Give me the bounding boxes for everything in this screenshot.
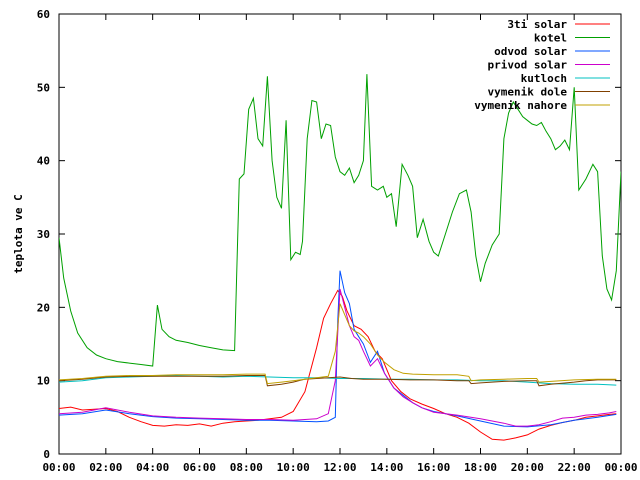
- legend-label: vymenik dole: [488, 86, 568, 99]
- y-tick-label: 20: [37, 301, 50, 314]
- y-tick-label: 30: [37, 228, 50, 241]
- legend-label: kotel: [534, 32, 567, 45]
- x-tick-label: 10:00: [277, 461, 310, 474]
- legend-label: 3ti solar: [507, 18, 567, 31]
- legend-label: vymenik nahore: [474, 99, 567, 112]
- series-line-5: [59, 375, 617, 387]
- legend-label: kutloch: [521, 72, 567, 85]
- y-tick-label: 0: [43, 448, 50, 461]
- x-tick-label: 12:00: [323, 461, 356, 474]
- series-line-6: [59, 303, 617, 385]
- x-tick-label: 04:00: [136, 461, 169, 474]
- x-tick-label: 00:00: [604, 461, 637, 474]
- x-tick-label: 06:00: [183, 461, 216, 474]
- x-tick-label: 22:00: [558, 461, 591, 474]
- y-axis-label: teplota ve C: [12, 194, 25, 273]
- y-tick-label: 60: [37, 8, 50, 21]
- series-lines: [59, 74, 621, 441]
- x-tick-label: 18:00: [464, 461, 497, 474]
- x-tick-label: 08:00: [230, 461, 263, 474]
- x-tick-label: 20:00: [511, 461, 544, 474]
- x-axis-ticks: 00:00 02:00 04:00 06:00 08:00 10:00 12:00 14:00…: [42, 14, 638, 474]
- y-tick-label: 10: [37, 375, 50, 388]
- series-line-1: [59, 74, 621, 367]
- y-tick-label: 40: [37, 155, 50, 168]
- x-tick-label: 00:00: [42, 461, 75, 474]
- y-tick-label: 50: [37, 81, 50, 94]
- series-line-3: [59, 288, 617, 427]
- x-tick-label: 14:00: [370, 461, 403, 474]
- x-tick-label: 02:00: [89, 461, 122, 474]
- series-line-0: [59, 289, 617, 441]
- x-tick-label: 16:00: [417, 461, 450, 474]
- legend-label: privod solar: [488, 59, 568, 72]
- series-line-2: [59, 270, 617, 428]
- legend-label: odvod solar: [494, 45, 567, 58]
